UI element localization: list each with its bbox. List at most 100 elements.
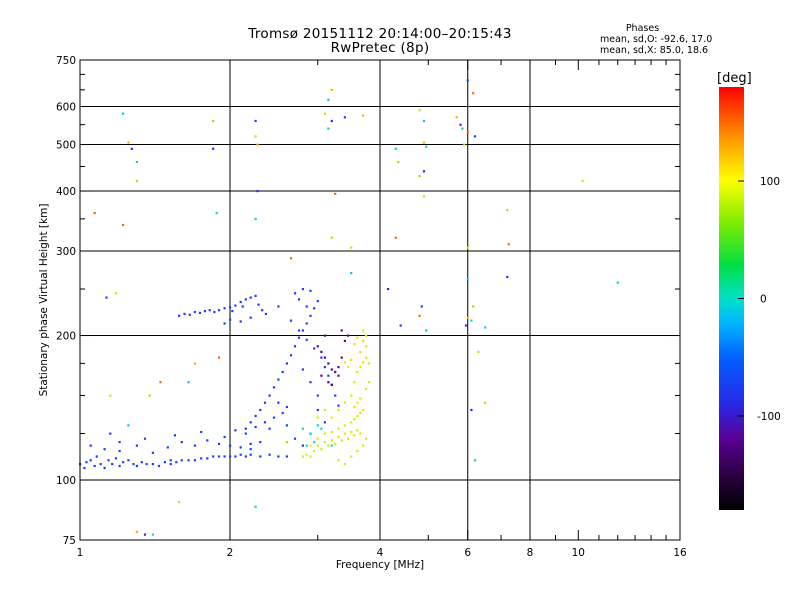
data-point <box>130 147 133 150</box>
data-point <box>459 123 462 126</box>
x-tick-label: 4 <box>377 547 384 559</box>
data-point <box>365 345 368 348</box>
data-point <box>143 533 147 536</box>
data-point <box>249 316 252 319</box>
data-point <box>337 459 340 462</box>
data-point <box>343 339 346 342</box>
data-point <box>175 461 178 464</box>
data-point <box>254 505 257 508</box>
data-point <box>89 444 92 447</box>
data-point <box>229 444 232 447</box>
data-point <box>140 461 143 464</box>
data-point <box>301 329 304 332</box>
data-point <box>244 298 247 301</box>
data-point <box>135 160 138 164</box>
data-point <box>114 457 117 460</box>
data-point <box>203 310 206 313</box>
data-point <box>193 362 196 365</box>
data-point <box>254 119 257 123</box>
chart-subtitle: RwPretec (8p) <box>330 40 430 56</box>
colorbar-tick-label: 0 <box>760 294 767 306</box>
x-tick-label: 1 <box>77 547 84 559</box>
phase-stats-o-line: mean, sd,O: -92.6, 17.0 <box>600 34 713 45</box>
data-point <box>249 453 252 456</box>
x-tick-label: 8 <box>527 547 534 559</box>
y-tick-label: 600 <box>56 102 76 114</box>
data-point <box>330 236 333 239</box>
data-point <box>316 444 319 447</box>
x-tick-label: 16 <box>673 547 687 559</box>
data-point <box>111 463 114 466</box>
data-point <box>343 401 346 404</box>
data-point <box>347 366 350 369</box>
data-point <box>305 305 308 308</box>
data-point <box>229 455 232 458</box>
data-point <box>200 430 203 434</box>
data-point <box>254 425 257 429</box>
data-point <box>277 455 280 458</box>
data-point <box>239 320 242 323</box>
data-point <box>359 397 362 400</box>
data-point <box>330 383 333 386</box>
data-point <box>323 334 326 337</box>
data-point <box>234 455 237 458</box>
data-point <box>254 135 257 138</box>
data-point <box>148 394 151 397</box>
data-point <box>259 455 262 458</box>
data-point <box>470 408 473 412</box>
data-point <box>330 416 333 419</box>
data-point <box>254 217 257 221</box>
data-point <box>293 345 297 348</box>
data-point <box>464 324 468 327</box>
data-point <box>244 427 247 430</box>
data-point <box>103 448 106 451</box>
data-point <box>254 294 257 297</box>
data-point <box>484 401 487 404</box>
phase-stats-heading: Phases <box>625 23 660 34</box>
data-point <box>198 311 202 314</box>
data-point <box>163 461 166 464</box>
axes: 1 2 4 6 8 10 16 75 100 200 300 400 500 600 750 <box>56 55 687 559</box>
data-point <box>169 463 172 466</box>
data-point <box>259 441 262 444</box>
data-point <box>365 356 368 359</box>
x-tick-label: 6 <box>464 547 471 559</box>
data-point <box>213 310 216 314</box>
data-point <box>330 430 333 434</box>
data-point <box>281 411 284 415</box>
data-point <box>193 444 196 447</box>
data-point <box>249 421 252 424</box>
data-point <box>581 179 584 183</box>
data-point <box>337 408 340 412</box>
data-point <box>470 319 473 322</box>
data-point <box>340 439 343 442</box>
data-point <box>178 501 181 504</box>
data-point <box>422 119 426 123</box>
data-point <box>143 437 147 440</box>
data-point <box>249 296 252 299</box>
data-point <box>263 421 267 424</box>
data-point <box>127 459 130 462</box>
data-point <box>223 435 226 439</box>
data-point <box>397 160 400 164</box>
data-point <box>277 378 280 381</box>
data-point <box>135 179 138 183</box>
data-point <box>422 141 426 144</box>
data-point <box>301 444 304 447</box>
data-point <box>330 88 333 91</box>
data-point <box>259 408 262 412</box>
data-point <box>367 381 371 384</box>
data-point <box>145 463 148 466</box>
data-point <box>93 464 96 468</box>
data-point <box>289 257 293 260</box>
data-point <box>217 309 221 312</box>
data-point <box>362 361 365 364</box>
data-point <box>330 444 333 447</box>
data-point <box>231 310 234 313</box>
data-point <box>289 319 293 322</box>
data-point <box>212 147 215 150</box>
data-point <box>293 292 297 295</box>
data-point <box>506 209 509 212</box>
data-point <box>323 112 326 115</box>
data-point <box>316 424 319 427</box>
